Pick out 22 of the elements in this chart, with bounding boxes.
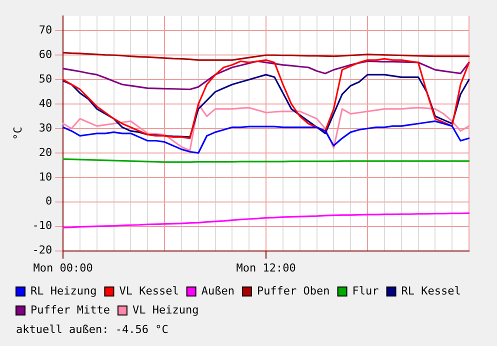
y-tick-label: 60 [38,48,52,61]
legend-label: Puffer Mitte [30,303,110,316]
y-tick-label: 0 [45,194,52,208]
legend-label: Puffer Oben [256,284,330,298]
legend-label: RL Kessel [401,284,461,298]
y-tick-label: -20 [32,244,52,257]
text: aktuell außen: -4.56 °C [16,323,168,336]
y-axis-title: °C [11,126,24,140]
legend-label: VL Heizung [132,303,199,316]
y-tick-label: 40 [38,96,52,110]
legend-label: VL Kessel [119,284,179,298]
y-tick-label: 30 [38,121,52,134]
legend-label: Außen [201,284,234,298]
legend-label: RL Heizung [30,284,97,298]
y-tick-label: 10 [38,170,52,184]
y-tick-label: 70 [38,24,52,37]
y-tick-label: 20 [38,146,52,159]
y-tick-label: 50 [38,72,52,86]
x-tick-label: Mon 12:00 [236,261,296,274]
y-tick-label: -10 [32,219,52,232]
x-tick-label: Mon 00:00 [33,261,93,274]
legend-label: Flur [352,284,380,298]
